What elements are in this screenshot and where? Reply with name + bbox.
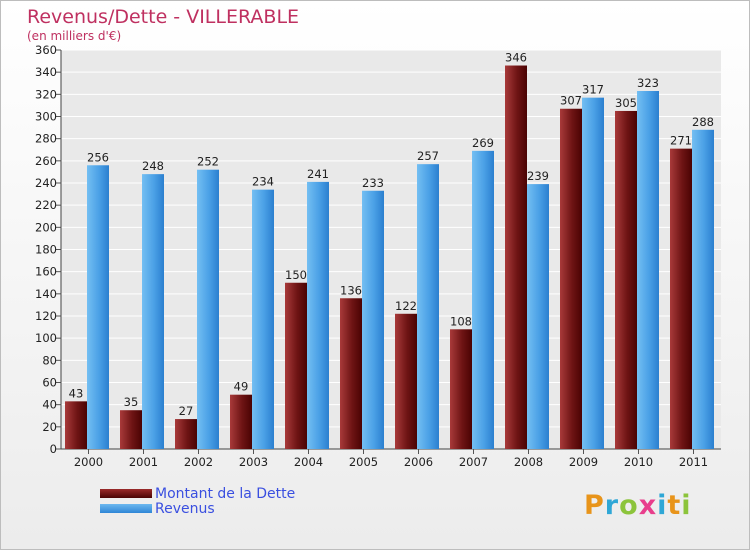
- bar-revenus: [582, 97, 604, 450]
- y-tick-label: 100: [35, 331, 57, 345]
- x-tick-label: 2007: [459, 455, 488, 469]
- x-tick-label: 2005: [349, 455, 378, 469]
- data-label-dette: 346: [505, 51, 527, 65]
- bar-dette: [175, 419, 197, 449]
- data-label-revenus: 239: [527, 169, 549, 183]
- x-tick-label: 2011: [679, 455, 708, 469]
- data-label-dette: 27: [179, 404, 194, 418]
- y-tick-label: 60: [42, 376, 57, 390]
- y-tick-label: 240: [35, 176, 57, 190]
- bar-dette: [285, 282, 307, 449]
- bar-revenus: [197, 169, 219, 449]
- legend-item-revenus: Revenus: [100, 500, 295, 517]
- x-tick-label: 2006: [404, 455, 433, 469]
- bar-dette: [395, 313, 417, 449]
- y-tick-label: 200: [35, 220, 57, 234]
- chart-title: Revenus/Dette - VILLERABLE: [27, 6, 300, 28]
- data-label-dette: 150: [285, 268, 307, 282]
- data-label-dette: 35: [124, 395, 139, 409]
- x-tick-label: 2002: [184, 455, 213, 469]
- y-tick-label: 180: [35, 243, 57, 257]
- bar-revenus: [417, 164, 439, 450]
- logo-letter: i: [681, 490, 692, 521]
- x-tick-label: 2001: [129, 455, 158, 469]
- data-label-dette: 307: [560, 94, 582, 108]
- chart-legend: Montant de la Dette Revenus: [100, 485, 296, 517]
- chart-subtitle: (en milliers d'€): [27, 29, 122, 43]
- y-tick-label: 0: [50, 442, 57, 456]
- y-tick-label: 340: [35, 65, 57, 79]
- x-tick-label: 2000: [74, 455, 103, 469]
- bar-dette: [120, 410, 142, 449]
- bar-revenus: [637, 91, 659, 449]
- y-tick-label: 260: [35, 154, 57, 168]
- bar-revenus: [307, 181, 329, 449]
- x-tick-label: 2008: [514, 455, 543, 469]
- data-label-revenus: 248: [142, 159, 164, 173]
- data-label-revenus: 256: [87, 150, 109, 164]
- x-tick-label: 2009: [569, 455, 598, 469]
- bar-revenus: [142, 174, 164, 449]
- y-tick-label: 300: [35, 110, 57, 124]
- logo-letter: P: [584, 490, 605, 521]
- y-tick-label: 220: [35, 198, 57, 212]
- logo-letter: r: [604, 490, 620, 521]
- data-label-revenus: 317: [582, 83, 604, 97]
- data-label-dette: 49: [234, 380, 249, 394]
- data-label-dette: 305: [615, 96, 637, 110]
- bar-dette: [450, 329, 472, 449]
- y-tick-label: 120: [35, 309, 57, 323]
- logo-letter: i: [657, 490, 668, 521]
- logo-letter: x: [638, 490, 658, 521]
- legend-item-dette: Montant de la Dette: [100, 485, 296, 502]
- bar-dette: [615, 110, 637, 449]
- data-label-revenus: 233: [362, 176, 384, 190]
- data-label-revenus: 252: [197, 155, 219, 169]
- bar-revenus: [362, 190, 384, 449]
- data-label-dette: 271: [670, 134, 692, 148]
- bar-revenus: [527, 184, 549, 449]
- bar-dette: [230, 394, 252, 449]
- legend-label-revenus: Revenus: [155, 500, 215, 517]
- x-tick-label: 2010: [624, 455, 653, 469]
- bar-revenus: [252, 189, 274, 449]
- data-label-revenus: 269: [472, 136, 494, 150]
- data-label-revenus: 288: [692, 115, 714, 129]
- bar-revenus: [472, 150, 494, 449]
- bar-dette: [340, 298, 362, 449]
- x-tick-label: 2003: [239, 455, 268, 469]
- x-tick-label: 2004: [294, 455, 323, 469]
- logo-letter: t: [667, 490, 682, 521]
- bar-dette: [505, 65, 527, 450]
- y-tick-label: 280: [35, 132, 57, 146]
- y-tick-label: 40: [42, 398, 57, 412]
- y-tick-label: 140: [35, 287, 57, 301]
- y-tick-label: 80: [42, 353, 57, 367]
- data-label-dette: 136: [340, 283, 362, 297]
- legend-label-dette: Montant de la Dette: [155, 485, 296, 502]
- logo-letter: o: [619, 490, 639, 521]
- legend-swatch-dette: [100, 489, 152, 498]
- bar-revenus: [87, 165, 109, 449]
- data-label-revenus: 323: [637, 76, 659, 90]
- data-label-dette: 43: [69, 386, 84, 400]
- legend-swatch-revenus: [100, 504, 152, 513]
- data-label-dette: 122: [395, 299, 417, 313]
- data-label-revenus: 234: [252, 175, 274, 189]
- y-tick-label: 360: [35, 43, 57, 57]
- data-label-revenus: 257: [417, 149, 439, 163]
- y-tick-label: 320: [35, 87, 57, 101]
- bar-dette: [560, 108, 582, 449]
- y-tick-label: 160: [35, 265, 57, 279]
- proxiti-logo: Proxiti: [584, 490, 692, 521]
- bar-dette: [65, 401, 87, 449]
- data-label-dette: 108: [450, 314, 472, 328]
- bar-revenus: [692, 129, 714, 450]
- bar-dette: [670, 148, 692, 449]
- data-label-revenus: 241: [307, 167, 329, 181]
- y-tick-label: 20: [42, 420, 57, 434]
